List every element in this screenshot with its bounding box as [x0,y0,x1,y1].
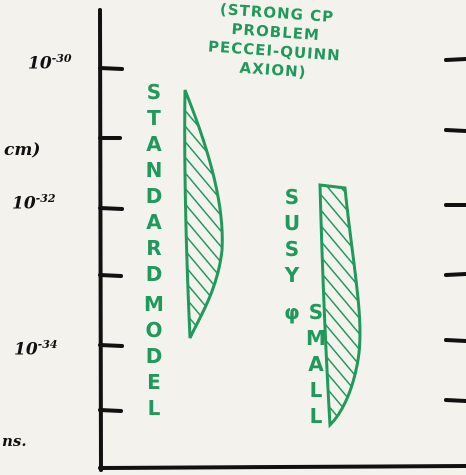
left-ticks [100,68,122,411]
band-label: MODEL [142,292,166,422]
label-exponent: -30 [52,52,72,65]
band-label: STANDARD [142,80,166,288]
standard-model-band [185,90,223,338]
axis-label: 10-32 [12,192,56,214]
label-base: 10 [14,340,38,360]
axis-label: 10-30 [28,52,72,74]
unit-label: cm) [4,140,40,160]
label-base: 10 [28,54,52,74]
edge-text: ns. [2,432,27,450]
axis-label: 10-34 [14,338,58,360]
page: (STRONG CP PROBLEM PECCEI-QUINN AXION) 1… [0,0,466,475]
label-exponent: -34 [38,338,58,351]
label-base: 10 [12,194,36,214]
axis-line [100,10,101,470]
right-ticks [446,59,466,401]
band-label: SUSY [280,185,304,289]
label-exponent: -32 [36,192,56,205]
band-label: SMALL φ [280,300,328,475]
annotation: (STRONG CP PROBLEM PECCEI-QUINN AXION) [168,0,383,87]
